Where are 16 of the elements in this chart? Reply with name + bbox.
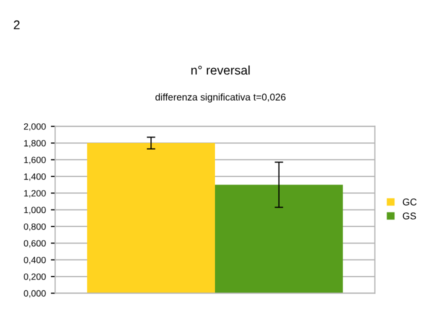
chart-title: n° reversal bbox=[191, 65, 250, 75]
y-tick-label: 2,000 bbox=[24, 123, 46, 131]
y-tick-label: 0,400 bbox=[24, 256, 46, 264]
y-tick-label: 1,200 bbox=[24, 190, 46, 198]
y-tick-label: 0,000 bbox=[24, 290, 46, 298]
chart-subtitle: differenza significativa t=0,026 bbox=[155, 93, 286, 102]
y-tick-label: 1,400 bbox=[24, 173, 46, 181]
legend-label: GC bbox=[402, 198, 417, 206]
y-tick-label: 1,000 bbox=[24, 206, 46, 214]
legend-label: GS bbox=[402, 212, 416, 220]
text: 2 bbox=[14, 20, 20, 30]
y-tick-label: 0,600 bbox=[24, 240, 46, 248]
y-tick-label: 0,800 bbox=[24, 223, 46, 231]
y-tick-label: 1,800 bbox=[24, 140, 46, 148]
y-tick-label: 0,200 bbox=[24, 274, 46, 281]
y-tick-label: 1,600 bbox=[24, 156, 46, 164]
